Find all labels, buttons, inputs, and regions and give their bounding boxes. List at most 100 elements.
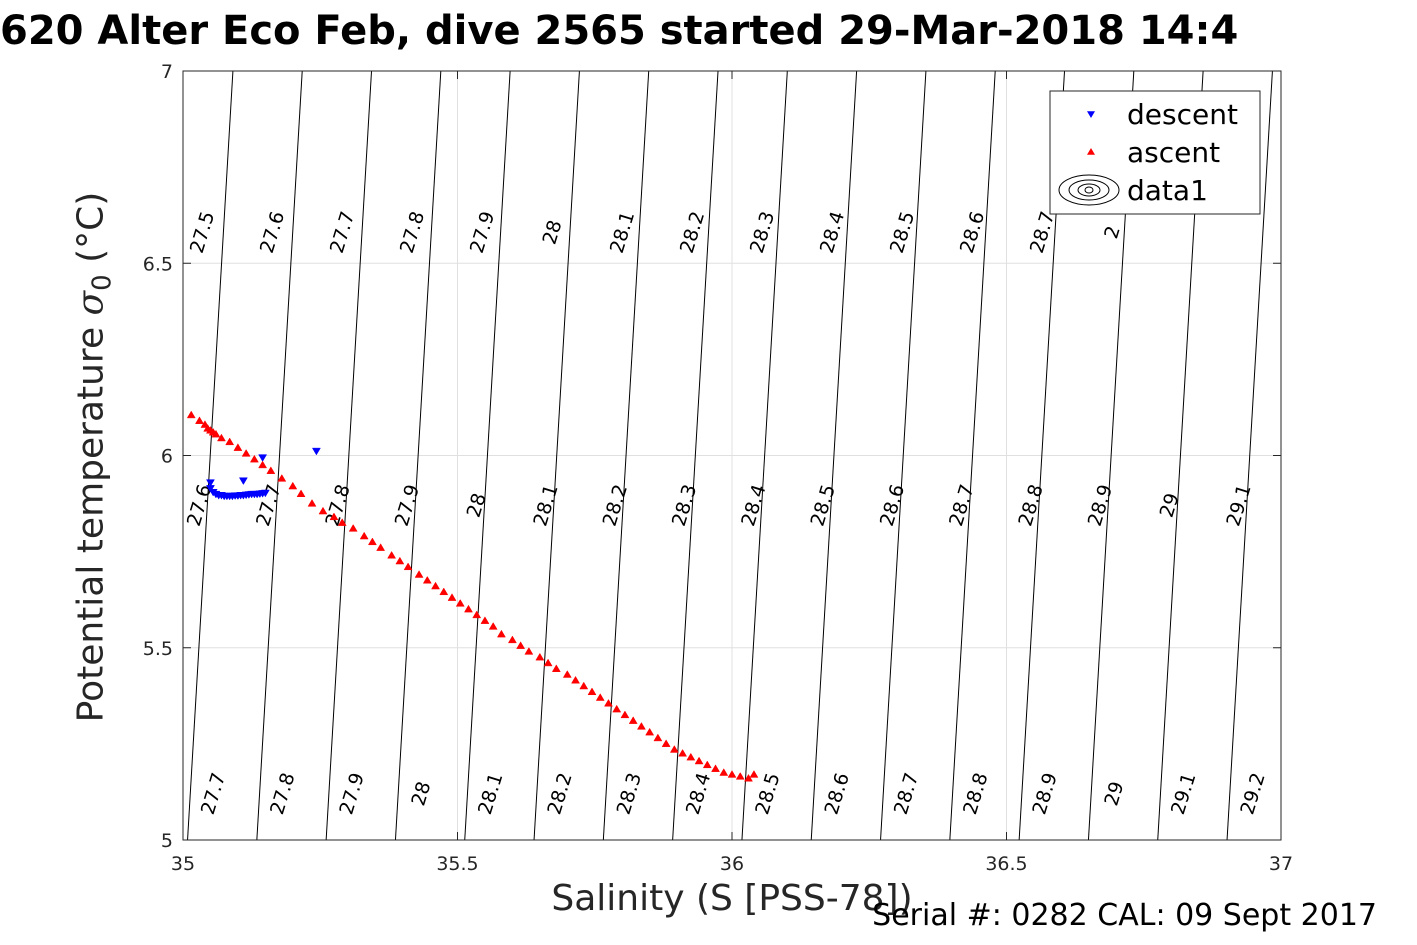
ascent-point bbox=[507, 635, 517, 644]
legend-contour-icon bbox=[1084, 186, 1094, 194]
y-tick-label: 7 bbox=[161, 61, 173, 83]
ascent-point bbox=[296, 489, 306, 497]
ascent-point bbox=[711, 764, 720, 772]
ascent-point bbox=[524, 647, 534, 655]
ascent-point bbox=[395, 556, 405, 565]
ascent-point bbox=[636, 722, 646, 730]
ascent-point bbox=[348, 524, 358, 532]
ascent-point bbox=[719, 768, 729, 776]
ascent-point bbox=[439, 587, 449, 596]
ascent-point bbox=[195, 416, 204, 424]
ascent-point bbox=[288, 481, 298, 490]
ascent-point bbox=[694, 756, 704, 765]
ascent-point bbox=[186, 410, 196, 419]
serial-footer: Serial #: 0282 CAL: 09 Sept 2017 bbox=[872, 898, 1377, 933]
ascent-point bbox=[686, 752, 696, 761]
ascent-point bbox=[735, 772, 745, 780]
ascent-point bbox=[225, 437, 235, 446]
ascent-point bbox=[455, 599, 465, 607]
legend-label-ascent: ascent bbox=[1127, 136, 1220, 169]
descent-point bbox=[260, 489, 270, 498]
ascent-point bbox=[661, 739, 671, 747]
ascent-point bbox=[488, 622, 498, 630]
ascent-point bbox=[359, 531, 369, 540]
ascent-point bbox=[318, 506, 328, 515]
ascent-point bbox=[571, 675, 580, 684]
ascent-point bbox=[749, 770, 759, 778]
ascent-point bbox=[669, 745, 679, 753]
ascent-point bbox=[464, 604, 473, 613]
ascent-point bbox=[387, 550, 397, 559]
ascent-point bbox=[329, 512, 339, 521]
ascent-point bbox=[216, 433, 226, 442]
ascent-point bbox=[612, 704, 622, 713]
descent-point bbox=[206, 485, 215, 493]
contour-line bbox=[1362, 0, 1417, 900]
data-points bbox=[186, 410, 759, 782]
ascent-point bbox=[628, 716, 638, 724]
ascent-point bbox=[653, 733, 663, 742]
ascent-point bbox=[211, 429, 221, 438]
x-axis-label: Salinity (S [PSS-78]) bbox=[551, 878, 913, 919]
ascent-point bbox=[516, 641, 526, 649]
legend-box bbox=[1049, 90, 1261, 215]
ascent-point bbox=[496, 629, 506, 638]
ascent-point bbox=[249, 454, 259, 463]
ascent-point bbox=[702, 760, 712, 769]
ascent-point bbox=[241, 449, 251, 457]
ascent-point bbox=[535, 652, 545, 661]
chart-title: 620 Alter Eco Feb, dive 2565 started 29-… bbox=[0, 8, 1239, 54]
ascent-point bbox=[258, 460, 268, 469]
ascent-point bbox=[604, 699, 613, 707]
ascent-point bbox=[579, 681, 589, 690]
descent-point bbox=[206, 479, 215, 487]
legend-contour-icon bbox=[1077, 183, 1101, 197]
legend-label-data1: data1 bbox=[1127, 174, 1208, 207]
descent-point bbox=[258, 454, 268, 462]
contour-labels: 27.5 27.6 27.7 27.8 27.9 28 28.1 28.2 28.3 28.4 28… bbox=[183, 209, 1270, 817]
contour-line bbox=[1293, 0, 1349, 900]
ascent-point bbox=[266, 466, 276, 474]
y-tick-label: 6 bbox=[161, 446, 173, 468]
ascent-point bbox=[376, 543, 386, 551]
ascent-point bbox=[431, 581, 440, 590]
ascent-point bbox=[367, 537, 377, 546]
ascent-point bbox=[403, 562, 413, 571]
ascent-point bbox=[422, 575, 432, 584]
legend-descent-marker bbox=[1087, 111, 1095, 118]
x-tick-label: 35 bbox=[171, 853, 195, 875]
legend-contour-icon bbox=[1068, 179, 1110, 201]
ascent-point bbox=[562, 670, 572, 678]
ascent-point bbox=[620, 710, 630, 719]
descent-point bbox=[311, 447, 321, 456]
x-tick-label: 36.5 bbox=[985, 853, 1027, 875]
y-axis-label: Potential temperature σ0 (°C) bbox=[70, 191, 118, 723]
ascent-point bbox=[543, 658, 553, 667]
legend-ascent-marker bbox=[1087, 148, 1095, 155]
y-tick-label: 5 bbox=[161, 830, 173, 852]
ascent-point bbox=[277, 474, 287, 482]
x-tick-label: 35.5 bbox=[436, 853, 478, 875]
ascent-point bbox=[414, 570, 424, 578]
ascent-point bbox=[587, 687, 597, 696]
ascent-point bbox=[480, 616, 490, 624]
ascent-point bbox=[595, 693, 605, 701]
ascent-point bbox=[645, 727, 655, 736]
ascent-point bbox=[472, 610, 482, 619]
x-tick-label: 36 bbox=[720, 853, 744, 875]
ascent-point bbox=[678, 748, 688, 757]
ascent-point bbox=[337, 518, 347, 526]
y-tick-label: 5.5 bbox=[143, 638, 173, 660]
ascent-point bbox=[307, 499, 317, 507]
ascent-point bbox=[727, 770, 737, 778]
legend: descent ascent data1 bbox=[1049, 90, 1261, 215]
ascent-point bbox=[744, 773, 753, 782]
ascent-point bbox=[447, 593, 457, 601]
axes: 35 35.5 36 36.5 37 5 5.5 6 6.5 7 bbox=[143, 61, 1293, 875]
y-tick-label: 6.5 bbox=[143, 253, 173, 275]
ascent-point bbox=[233, 443, 243, 451]
x-tick-label: 37 bbox=[1269, 853, 1293, 875]
legend-contour-icon bbox=[1058, 174, 1120, 206]
descent-point bbox=[238, 477, 248, 485]
